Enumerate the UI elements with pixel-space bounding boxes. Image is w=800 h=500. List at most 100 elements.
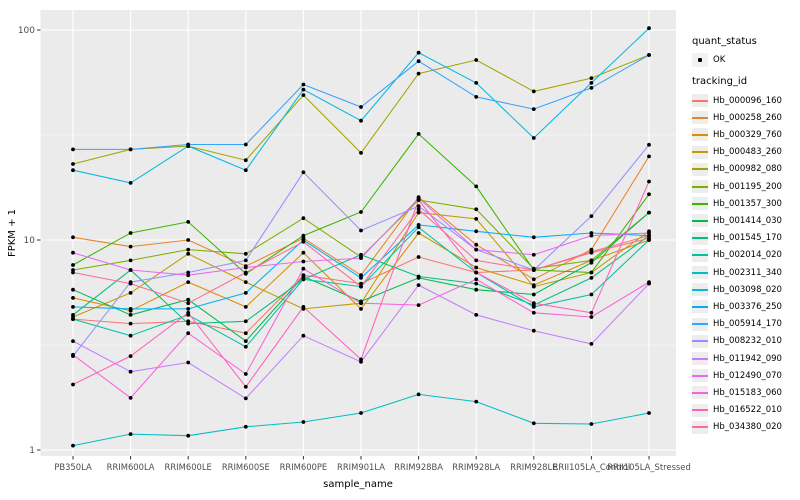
data-point xyxy=(647,192,651,197)
x-axis-title: sample_name xyxy=(323,479,393,490)
data-point xyxy=(474,95,479,99)
data-point xyxy=(474,229,479,234)
legend-key-swatch xyxy=(692,317,708,331)
data-point xyxy=(531,292,536,297)
data-point xyxy=(301,274,306,279)
data-point xyxy=(647,231,651,235)
legend-item-Hb_002014_020: Hb_002014_020 xyxy=(692,247,782,264)
data-point xyxy=(128,268,133,272)
legend-item-Hb_000483_260: Hb_000483_260 xyxy=(692,144,782,161)
ok-key-swatch xyxy=(692,52,708,67)
data-point xyxy=(301,277,306,282)
data-point xyxy=(589,310,594,315)
legend-key-swatch xyxy=(692,180,708,193)
data-point xyxy=(647,26,651,31)
legend-item-label: Hb_001357_300 xyxy=(713,198,782,209)
data-point xyxy=(186,310,191,315)
legend-title-quant-status: quant_status xyxy=(692,36,757,47)
data-point xyxy=(531,284,536,289)
data-point xyxy=(128,333,133,338)
data-point xyxy=(301,93,306,97)
legend-item-label: Hb_011942_090 xyxy=(713,353,782,364)
data-point xyxy=(474,242,479,247)
series-color-line-icon xyxy=(692,391,708,394)
data-point xyxy=(71,305,75,309)
series-color-line-icon xyxy=(692,340,708,343)
x-tick-label: PB350LA xyxy=(54,462,92,472)
data-point xyxy=(243,291,248,295)
series-color-line-icon xyxy=(692,357,708,360)
data-point xyxy=(531,310,536,315)
series-color-line-icon xyxy=(692,271,708,274)
series-color-line-icon xyxy=(692,219,708,222)
legend-item-Hb_002311_340: Hb_002311_340 xyxy=(692,264,782,281)
data-point xyxy=(474,281,479,286)
data-point xyxy=(186,331,191,336)
data-point xyxy=(359,276,363,280)
legend-item-label: OK xyxy=(713,54,726,65)
data-point xyxy=(186,273,191,278)
data-point xyxy=(531,107,536,111)
legend-key-swatch xyxy=(692,162,708,176)
series-color-line-icon xyxy=(692,202,708,205)
legend-item-Hb_000096_160: Hb_000096_160 xyxy=(692,92,782,109)
data-point xyxy=(128,181,133,185)
data-point xyxy=(186,301,191,306)
data-point xyxy=(647,53,651,57)
data-point xyxy=(647,179,651,184)
legend-item-Hb_001414_030: Hb_001414_030 xyxy=(692,212,782,229)
data-point xyxy=(531,305,536,309)
data-point xyxy=(301,239,306,244)
legend-key-swatch xyxy=(692,300,708,314)
data-point xyxy=(71,443,75,448)
data-point xyxy=(186,142,191,147)
legend-item-label: Hb_000329_760 xyxy=(713,129,782,140)
data-point xyxy=(243,384,248,389)
legend-key-swatch xyxy=(692,266,708,279)
legend-item-label: Hb_002014_020 xyxy=(713,250,782,261)
data-point xyxy=(589,342,594,346)
data-point xyxy=(243,251,248,256)
data-point xyxy=(243,339,248,343)
data-point xyxy=(474,81,479,85)
data-point xyxy=(589,270,594,275)
data-point xyxy=(128,231,133,235)
data-point xyxy=(474,58,479,62)
data-point xyxy=(71,270,75,275)
data-point xyxy=(71,235,75,240)
legend-key-swatch xyxy=(692,111,708,125)
x-tick-label: RRIM928BA xyxy=(394,462,443,472)
data-point xyxy=(301,82,306,87)
data-point xyxy=(474,270,479,275)
data-point xyxy=(647,280,651,284)
y-axis-ticks xyxy=(37,29,41,451)
legend-key-swatch xyxy=(692,420,708,434)
data-point xyxy=(243,424,248,429)
data-point xyxy=(71,287,75,292)
data-point xyxy=(71,250,75,255)
data-point xyxy=(359,210,363,214)
series-color-line-icon xyxy=(692,288,708,291)
data-point xyxy=(243,396,248,401)
data-point xyxy=(474,265,479,270)
data-point xyxy=(589,315,594,319)
x-tick-label: RRIM600LA xyxy=(107,462,155,472)
data-point xyxy=(474,277,479,282)
data-point xyxy=(589,214,594,219)
data-point xyxy=(474,399,479,404)
data-point xyxy=(589,81,594,85)
data-point xyxy=(359,281,363,286)
data-point xyxy=(531,301,536,306)
series-color-line-icon xyxy=(692,133,708,136)
x-axis-ticks xyxy=(72,456,650,460)
legend-item-label: Hb_012490_070 xyxy=(713,370,782,381)
x-tick-label: RRIM928LA xyxy=(452,462,500,472)
legend-item-Hb_016522_010: Hb_016522_010 xyxy=(692,402,782,419)
data-point xyxy=(243,372,248,376)
data-point xyxy=(416,59,421,64)
minor-gridlines xyxy=(40,134,676,346)
data-point xyxy=(416,223,421,227)
data-point xyxy=(301,87,306,92)
legend-item-label: Hb_001195_200 xyxy=(713,181,782,192)
